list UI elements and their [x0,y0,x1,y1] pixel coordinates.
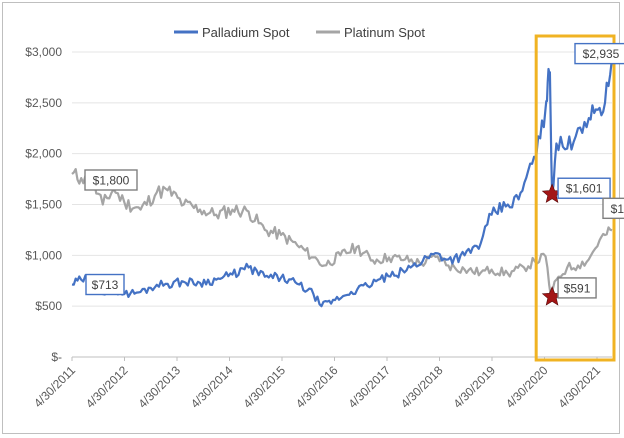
data-label-box [84,169,138,191]
x-tick-label: 4/30/2016 [293,363,341,411]
gridlines [72,51,612,307]
y-tick-label: $500 [35,299,62,313]
x-tick-label: 4/30/2013 [135,363,183,411]
y-tick-label: $1,000 [25,248,62,262]
series-line-platinum-spot [71,168,613,298]
y-tick-label: $- [51,350,62,364]
y-tick-label: $1,500 [25,198,62,212]
data-label: $2,935 [583,47,620,61]
data-label: $1,800 [93,174,130,188]
y-tick-label: $2,500 [25,96,62,110]
legend-label-palladium-spot: Palladium Spot [202,25,290,40]
legend: Palladium Spot Platinum Spot [174,25,425,40]
data-label: $1,601 [566,182,603,196]
data-label-box [85,273,125,296]
data-label-box [602,197,624,220]
data-label-box [574,42,624,65]
axes: $- $500 $1,000 $1,500 $2,000 $2,500 $3,000 4/30… [25,45,612,411]
data-label: $713 [92,278,119,292]
annotations: $1,800 $713 $2,935 $1,601 $1,246 $591 [84,42,624,306]
y-tick-label: $2,000 [25,147,62,161]
x-tick-label: 4/30/2018 [398,363,446,411]
x-tick-label: 4/30/2017 [345,363,393,411]
series-lines [71,58,614,308]
x-tick-label: 4/30/2015 [240,363,288,411]
data-label: $1,246 [611,202,624,216]
x-tick-label: 4/30/2014 [188,363,236,411]
data-label-box [557,177,611,199]
x-tick-label: 4/30/2021 [555,363,603,411]
x-tick-label: 4/30/2019 [450,363,498,411]
x-tick-label: 4/30/2011 [31,363,78,410]
data-label: $591 [564,281,591,295]
legend-label-platinum-spot: Platinum Spot [344,25,425,40]
data-label-box [557,277,597,299]
x-tick-label: 4/30/2012 [83,363,131,411]
x-tick-label: 4/30/2020 [503,363,551,411]
y-tick-label: $3,000 [25,45,62,59]
